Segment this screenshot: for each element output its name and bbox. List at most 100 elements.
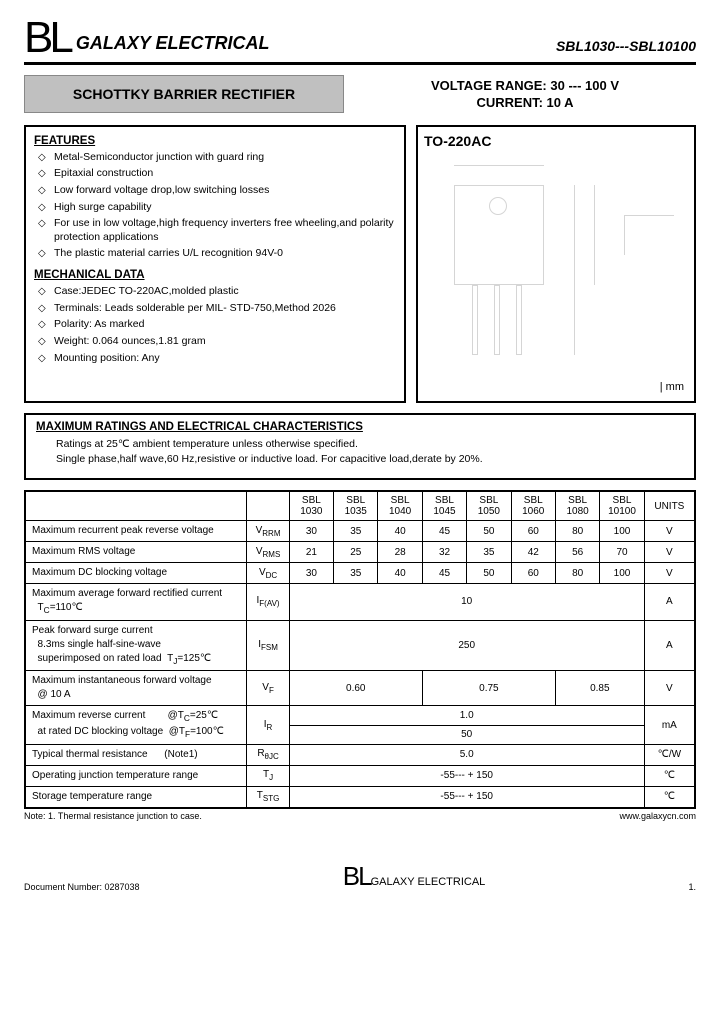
symbol-cell: IR bbox=[247, 706, 289, 744]
features-list: Metal-Semiconductor junction with guard … bbox=[34, 151, 396, 261]
note-text: Note: 1. Thermal resistance junction to … bbox=[24, 811, 202, 821]
footer-center: BLGALAXY ELECTRICAL bbox=[343, 861, 486, 892]
mechanical-item: Terminals: Leads solderable per MIL- STD… bbox=[38, 302, 396, 316]
value-cell: 10 bbox=[289, 584, 644, 621]
value-cell: 45 bbox=[422, 563, 466, 584]
param-cell: Peak forward surge current 8.3ms single … bbox=[25, 620, 247, 671]
voltage-range: VOLTAGE RANGE: 30 --- 100 V bbox=[354, 77, 696, 95]
value-cell: 50 bbox=[467, 563, 511, 584]
header: BL GALAXY ELECTRICAL SBL1030---SBL10100 bbox=[24, 18, 696, 65]
col-header: SBL1035 bbox=[334, 491, 378, 521]
param-cell: Maximum average forward rectified curren… bbox=[25, 584, 247, 621]
feature-item: For use in low voltage,high frequency in… bbox=[38, 217, 396, 244]
current-rating: CURRENT: 10 A bbox=[354, 94, 696, 112]
value-cell: 30 bbox=[289, 563, 333, 584]
mechanical-list: Case:JEDEC TO-220AC,molded plastic Termin… bbox=[34, 285, 396, 365]
footer-logo: BL bbox=[343, 861, 371, 891]
mechanical-item: Mounting position: Any bbox=[38, 352, 396, 366]
value-cell: 80 bbox=[555, 563, 599, 584]
unit-cell: V bbox=[644, 563, 695, 584]
footer-brand: GALAXY ELECTRICAL bbox=[371, 876, 486, 888]
feature-item: The plastic material carries U/L recogni… bbox=[38, 247, 396, 261]
ratings-text: Ratings at 25℃ ambient temperature unles… bbox=[36, 437, 684, 469]
value-cell: 56 bbox=[555, 542, 599, 563]
value-cell: 30 bbox=[289, 521, 333, 542]
value-cell: 40 bbox=[378, 521, 422, 542]
package-drawing bbox=[424, 155, 688, 395]
feature-item: High surge capability bbox=[38, 201, 396, 215]
symbol-cell: VRMS bbox=[247, 542, 289, 563]
mechanical-heading: MECHANICAL DATA bbox=[34, 269, 396, 281]
col-header: SBL1040 bbox=[378, 491, 422, 521]
col-header: SBL1080 bbox=[555, 491, 599, 521]
value-cell: 25 bbox=[334, 542, 378, 563]
symbol-cell: VF bbox=[247, 671, 289, 706]
units-header: UNITS bbox=[644, 491, 695, 521]
unit-cell: mA bbox=[644, 706, 695, 744]
value-cell: 100 bbox=[600, 563, 644, 584]
title-row: SCHOTTKY BARRIER RECTIFIER VOLTAGE RANGE… bbox=[24, 75, 696, 113]
logo: BL bbox=[24, 18, 70, 58]
value-cell: 45 bbox=[422, 521, 466, 542]
value-cell: 50 bbox=[289, 725, 644, 744]
features-heading: FEATURES bbox=[34, 135, 396, 147]
unit-cell: ℃ bbox=[644, 786, 695, 808]
product-title: SCHOTTKY BARRIER RECTIFIER bbox=[24, 75, 344, 113]
value-cell: 100 bbox=[600, 521, 644, 542]
value-cell: 0.60 bbox=[289, 671, 422, 706]
unit-cell: ℃/W bbox=[644, 744, 695, 765]
ratings-box: MAXIMUM RATINGS AND ELECTRICAL CHARACTER… bbox=[24, 413, 696, 481]
param-cell: Maximum instantaneous forward voltage @ … bbox=[25, 671, 247, 706]
value-cell: 42 bbox=[511, 542, 555, 563]
mechanical-item: Polarity: As marked bbox=[38, 318, 396, 332]
footer: Document Number: 0287038 BLGALAXY ELECTR… bbox=[24, 861, 696, 892]
symbol-cell: TSTG bbox=[247, 786, 289, 808]
page-number: 1. bbox=[688, 882, 696, 892]
package-diagram: TO-220AC | mm bbox=[416, 125, 696, 403]
value-cell: 250 bbox=[289, 620, 644, 671]
unit-cell: A bbox=[644, 620, 695, 671]
col-header: SBL10100 bbox=[600, 491, 644, 521]
col-header: SBL1060 bbox=[511, 491, 555, 521]
value-cell: 21 bbox=[289, 542, 333, 563]
note-row: Note: 1. Thermal resistance junction to … bbox=[24, 811, 696, 821]
content-row: FEATURES Metal-Semiconductor junction wi… bbox=[24, 125, 696, 403]
feature-item: Metal-Semiconductor junction with guard … bbox=[38, 151, 396, 165]
value-cell: 5.0 bbox=[289, 744, 644, 765]
value-cell: -55--- + 150 bbox=[289, 765, 644, 786]
ratings-heading: MAXIMUM RATINGS AND ELECTRICAL CHARACTER… bbox=[36, 421, 684, 433]
symbol-cell: IFSM bbox=[247, 620, 289, 671]
value-cell: 32 bbox=[422, 542, 466, 563]
value-cell: 50 bbox=[467, 521, 511, 542]
symbol-cell: IF(AV) bbox=[247, 584, 289, 621]
brand-name: GALAXY ELECTRICAL bbox=[76, 33, 270, 58]
col-header: SBL1050 bbox=[467, 491, 511, 521]
col-header: SBL1030 bbox=[289, 491, 333, 521]
unit-cell: V bbox=[644, 542, 695, 563]
param-cell: Maximum reverse current @TC=25℃ at rated… bbox=[25, 706, 247, 744]
col-header: SBL1045 bbox=[422, 491, 466, 521]
mechanical-item: Case:JEDEC TO-220AC,molded plastic bbox=[38, 285, 396, 299]
ratings-line1: Ratings at 25℃ ambient temperature unles… bbox=[56, 437, 684, 453]
value-cell: 35 bbox=[334, 563, 378, 584]
value-cell: 28 bbox=[378, 542, 422, 563]
value-cell: 70 bbox=[600, 542, 644, 563]
value-cell: 80 bbox=[555, 521, 599, 542]
param-cell: Storage temperature range bbox=[25, 786, 247, 808]
mechanical-item: Weight: 0.064 ounces,1.81 gram bbox=[38, 335, 396, 349]
package-label: TO-220AC bbox=[424, 133, 688, 149]
spec-summary: VOLTAGE RANGE: 30 --- 100 V CURRENT: 10 … bbox=[354, 75, 696, 113]
feature-item: Epitaxial construction bbox=[38, 167, 396, 181]
param-cell: Maximum DC blocking voltage bbox=[25, 563, 247, 584]
param-cell: Maximum recurrent peak reverse voltage bbox=[25, 521, 247, 542]
value-cell: 35 bbox=[467, 542, 511, 563]
value-cell: 35 bbox=[334, 521, 378, 542]
symbol-cell: TJ bbox=[247, 765, 289, 786]
value-cell: -55--- + 150 bbox=[289, 786, 644, 808]
doc-number: Document Number: 0287038 bbox=[24, 882, 140, 892]
feature-item: Low forward voltage drop,low switching l… bbox=[38, 184, 396, 198]
value-cell: 60 bbox=[511, 521, 555, 542]
value-cell: 60 bbox=[511, 563, 555, 584]
value-cell: 40 bbox=[378, 563, 422, 584]
symbol-cell: VRRM bbox=[247, 521, 289, 542]
